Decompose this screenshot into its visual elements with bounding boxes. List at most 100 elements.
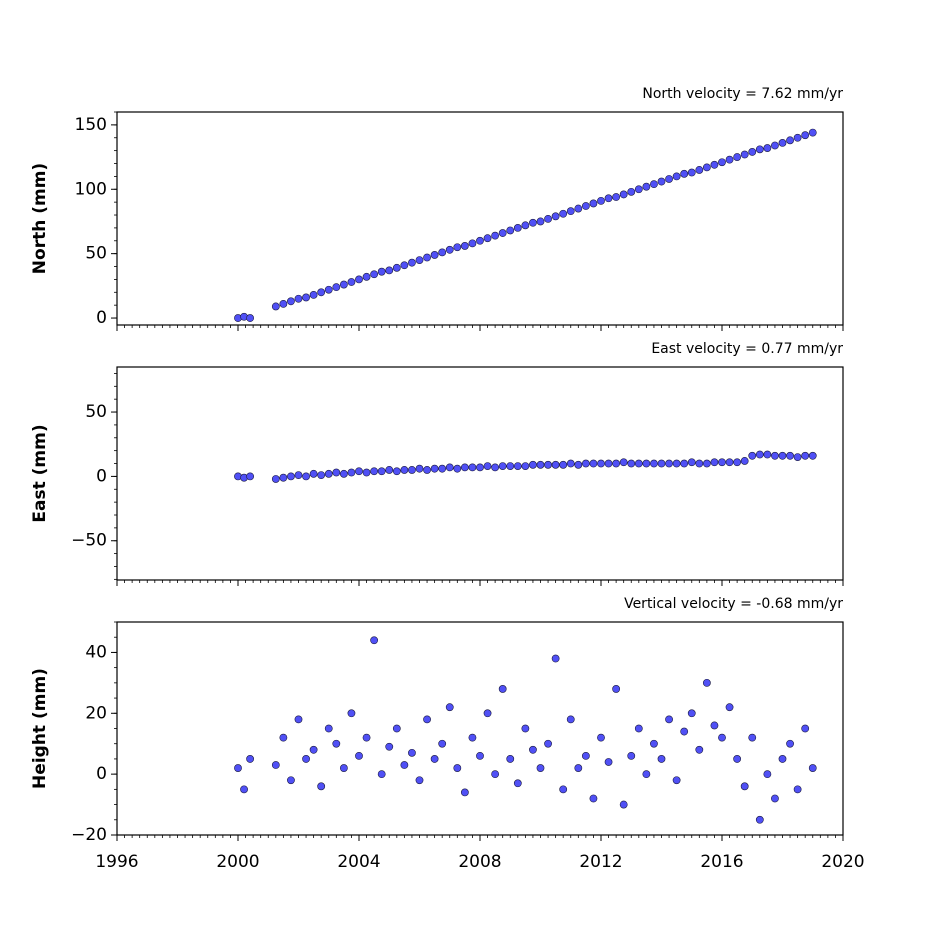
point	[634, 724, 643, 733]
point	[612, 459, 621, 468]
point	[377, 770, 386, 779]
axes-frame	[116, 621, 844, 836]
point	[808, 764, 817, 772]
y-tick-label: −20	[71, 825, 107, 845]
point	[702, 678, 711, 687]
point	[302, 293, 310, 302]
point	[491, 770, 500, 779]
point	[551, 212, 560, 221]
point	[309, 290, 318, 299]
point	[755, 815, 764, 824]
point	[347, 468, 356, 477]
point	[786, 451, 794, 460]
y-tick-label: 100	[75, 179, 107, 199]
point	[680, 459, 689, 468]
point	[370, 270, 379, 279]
axes-frame	[116, 366, 844, 581]
point	[634, 459, 643, 468]
point	[287, 297, 295, 306]
point	[438, 739, 447, 748]
point	[521, 724, 530, 733]
point	[246, 472, 254, 481]
point	[604, 758, 613, 766]
point	[612, 685, 621, 693]
y-tick-label: 0	[96, 764, 107, 784]
point	[362, 733, 371, 742]
point	[355, 275, 363, 284]
point	[536, 460, 545, 469]
point	[566, 459, 575, 468]
point	[279, 473, 288, 482]
point	[801, 724, 810, 733]
point	[718, 158, 726, 167]
point	[392, 263, 401, 272]
point	[574, 204, 583, 213]
point	[513, 779, 522, 788]
panel: North velocity = 7.62 mm/yr North (mm) 0 50…	[30, 86, 844, 331]
point	[408, 748, 416, 757]
point	[476, 236, 484, 245]
point	[377, 267, 386, 276]
point	[392, 724, 401, 733]
point	[302, 755, 310, 763]
panel-title: North velocity = 7.62 mm/yr	[642, 86, 843, 102]
point	[377, 467, 386, 476]
point	[460, 463, 469, 472]
point	[695, 459, 704, 468]
point	[544, 214, 552, 223]
point	[793, 133, 802, 142]
point	[445, 463, 454, 472]
x-tick-label: 2012	[579, 852, 622, 872]
point	[748, 451, 757, 460]
y-tick-label: 40	[85, 642, 107, 662]
x-tick-label: 1996	[95, 852, 138, 872]
point	[581, 751, 590, 760]
point	[445, 703, 454, 712]
point	[642, 182, 651, 191]
point	[740, 782, 749, 791]
point	[506, 462, 515, 470]
point	[445, 245, 454, 254]
point	[771, 451, 779, 460]
point	[423, 715, 431, 724]
point	[597, 733, 605, 742]
point	[695, 745, 704, 754]
point	[430, 464, 439, 473]
point	[687, 168, 696, 177]
y-tick-label: 50	[85, 244, 107, 264]
point	[415, 776, 424, 785]
y-tick-label: 50	[85, 402, 107, 422]
point	[665, 715, 673, 724]
point	[438, 248, 447, 257]
point	[513, 224, 522, 232]
point	[581, 459, 590, 468]
x-tick-label: 2004	[337, 852, 380, 872]
point	[430, 251, 439, 259]
point	[234, 764, 242, 772]
point	[710, 721, 719, 730]
point	[521, 462, 530, 470]
point	[763, 144, 772, 152]
point	[619, 190, 628, 199]
point	[468, 733, 477, 742]
point	[536, 764, 545, 772]
point	[725, 458, 734, 467]
point	[506, 755, 515, 763]
point	[302, 472, 310, 481]
point	[491, 231, 500, 240]
point	[400, 761, 409, 769]
point	[597, 459, 605, 468]
point	[294, 471, 303, 480]
point	[763, 450, 772, 459]
point	[309, 745, 318, 754]
point	[400, 466, 409, 474]
point	[733, 755, 742, 763]
point	[710, 160, 719, 169]
point	[324, 285, 333, 294]
point	[627, 751, 636, 760]
point	[453, 764, 462, 772]
point	[355, 751, 363, 760]
point	[544, 460, 552, 469]
point	[612, 193, 621, 201]
point	[581, 202, 590, 210]
